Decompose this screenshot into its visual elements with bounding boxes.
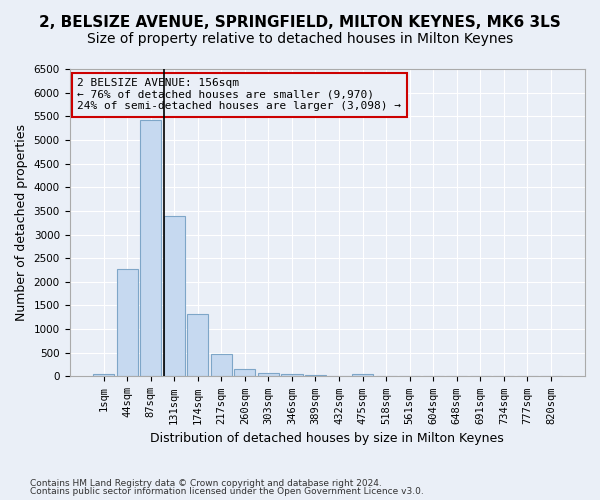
Bar xyxy=(187,314,208,376)
Text: Contains HM Land Registry data © Crown copyright and database right 2024.: Contains HM Land Registry data © Crown c… xyxy=(30,478,382,488)
Bar xyxy=(281,374,302,376)
Bar xyxy=(211,354,232,376)
Text: 2, BELSIZE AVENUE, SPRINGFIELD, MILTON KEYNES, MK6 3LS: 2, BELSIZE AVENUE, SPRINGFIELD, MILTON K… xyxy=(39,15,561,30)
Text: Contains public sector information licensed under the Open Government Licence v3: Contains public sector information licen… xyxy=(30,487,424,496)
Bar xyxy=(234,369,256,376)
Bar xyxy=(140,120,161,376)
Bar xyxy=(164,216,185,376)
Bar xyxy=(116,268,138,376)
Bar xyxy=(93,374,114,376)
Text: Size of property relative to detached houses in Milton Keynes: Size of property relative to detached ho… xyxy=(87,32,513,46)
Bar xyxy=(258,372,279,376)
Y-axis label: Number of detached properties: Number of detached properties xyxy=(15,124,28,321)
Bar xyxy=(352,374,373,376)
X-axis label: Distribution of detached houses by size in Milton Keynes: Distribution of detached houses by size … xyxy=(151,432,504,445)
Bar xyxy=(305,375,326,376)
Text: 2 BELSIZE AVENUE: 156sqm
← 76% of detached houses are smaller (9,970)
24% of sem: 2 BELSIZE AVENUE: 156sqm ← 76% of detach… xyxy=(77,78,401,112)
